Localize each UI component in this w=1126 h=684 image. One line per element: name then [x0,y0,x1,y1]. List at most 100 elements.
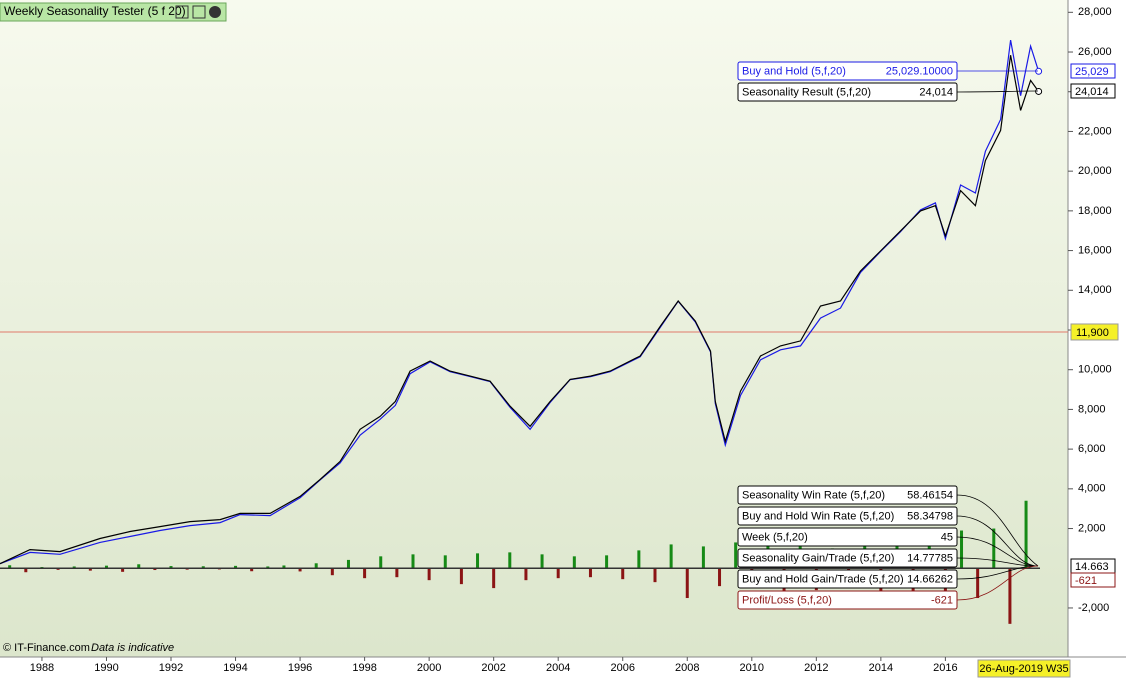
stat-box-label: Seasonality Gain/Trade (5,f,20) [742,552,894,564]
stat-box-label: Buy and Hold Gain/Trade (5,f,20) [742,573,904,585]
footer-note: Data is indicative [91,642,174,654]
profit-bar [250,568,254,572]
y-tick-label: 14,000 [1078,284,1112,296]
profit-bar [363,568,367,579]
profit-bar [298,568,302,572]
title-tab[interactable] [0,2,227,22]
connector [956,515,1039,567]
x-tick-label: 2002 [481,662,505,674]
profit-bar [572,556,576,569]
connector [956,565,1039,601]
y-tick-label: 6,000 [1078,443,1106,455]
settings-icon[interactable] [175,5,189,19]
profit-bar [459,568,463,585]
top-box-value: 25,029.10000 [886,65,953,77]
connector [956,565,1039,580]
reference-label: 11,900 [1076,327,1109,339]
x-tick-label: 2006 [610,662,634,674]
stat-box-value: 14.77785 [907,552,953,564]
current-date-badge [977,659,1071,678]
profit-bar [8,565,12,569]
y-tick-label: -2,000 [1078,602,1109,614]
price-tag [1070,63,1116,79]
price-tag-label: 25,029 [1075,66,1109,78]
close-icon[interactable] [209,6,221,18]
stat-box-value: 58.46154 [907,489,953,501]
stat-box-value: 45 [941,531,953,543]
profit-bar [605,555,609,569]
price-tag-label: -621 [1075,575,1097,587]
profit-bar [669,544,673,569]
top-box-value: 24,014 [919,86,953,98]
price-tag [1070,83,1116,99]
profit-bar [88,568,92,571]
x-tick-label: 1988 [30,662,54,674]
profit-bar [492,568,496,589]
profit-bar [24,568,28,573]
profit-bar [379,556,383,569]
profit-bar [1008,568,1012,624]
reference-tag [1070,323,1119,341]
current-date: 26-Aug-2019 W35 [979,663,1068,675]
x-tick-label: 2016 [933,662,957,674]
profit-bar [992,528,996,569]
profit-bar [427,568,431,581]
profit-bar [169,566,173,569]
y-tick-label: 22,000 [1078,125,1112,137]
stat-box-label: Buy and Hold Win Rate (5,f,20) [742,510,894,522]
y-tick-label: 4,000 [1078,483,1106,495]
x-axis-background [0,657,1126,679]
profit-bar [104,565,108,569]
top-box-label: Buy and Hold (5,f,20) [742,65,846,77]
profit-bar [621,568,625,580]
x-tick-label: 2014 [869,662,893,674]
x-tick-label: 1990 [94,662,118,674]
y-tick-label: 26,000 [1078,46,1112,58]
stat-box-label: Seasonality Win Rate (5,f,20) [742,489,885,501]
x-tick-label: 2000 [417,662,441,674]
profit-bar [330,568,334,576]
x-tick-label: 2008 [675,662,699,674]
x-tick-label: 2004 [546,662,570,674]
y-tick-label: 20,000 [1078,165,1112,177]
restore-icon[interactable] [192,5,206,19]
profit-bar [653,568,657,583]
series-line [0,55,1040,565]
profit-bar [137,564,141,569]
chart-layer: -2,0002,0004,0006,0008,00010,00012,00014… [0,6,1119,678]
profit-bar [411,554,415,569]
profit-bar [346,559,350,569]
profit-bar [508,552,512,569]
profit-bar [556,568,560,579]
stat-box-value: 58.34798 [907,510,953,522]
profit-bar [588,568,592,578]
y-tick-label: 2,000 [1078,522,1106,534]
profit-bar [960,530,964,569]
profit-bar [443,555,447,569]
profit-bar [234,565,238,569]
copyright: © IT-Finance.com [3,642,90,654]
profit-bar [395,568,399,578]
y-tick-label: 8,000 [1078,403,1106,415]
profit-bar [1024,500,1028,569]
stat-box-label: Week (5,f,20) [742,531,808,543]
stat-box-value: 14.66262 [907,573,953,585]
stat-box-value: -621 [931,594,953,606]
x-tick-label: 2010 [740,662,764,674]
x-tick-label: 1992 [159,662,183,674]
profit-bar [701,546,705,569]
y-tick-label: 18,000 [1078,205,1112,217]
profit-bar [976,568,980,599]
x-tick-label: 1998 [352,662,376,674]
window-title: Weekly Seasonality Tester (5 f 20) [4,4,186,18]
price-tag-label: 24,014 [1075,86,1109,98]
y-tick-label: 16,000 [1078,244,1112,256]
profit-bar [476,553,480,569]
profit-bar [266,566,270,569]
x-tick-label: 1994 [223,662,247,674]
profit-bar [72,566,76,569]
profit-bar [153,568,157,571]
profit-bar [201,566,205,569]
